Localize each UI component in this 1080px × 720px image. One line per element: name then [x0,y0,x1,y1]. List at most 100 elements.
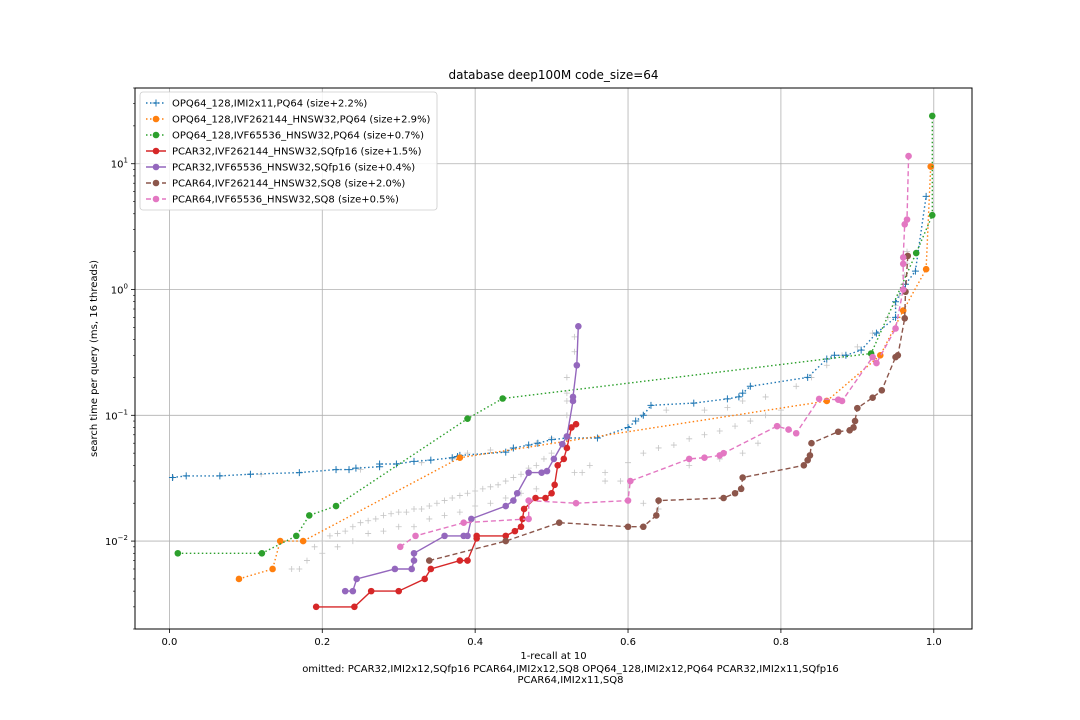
data-point [899,254,907,261]
background-point [395,509,402,516]
background-point [487,446,494,453]
background-point [303,557,310,564]
y-tick-label: 100 [111,283,128,297]
background-point [464,450,471,457]
legend-box [139,91,438,211]
background-point [762,393,769,400]
background-point [418,505,425,512]
data-point [737,485,745,493]
data-point [392,460,400,468]
background-point [732,423,739,430]
data-point [560,455,568,463]
data-point [468,515,475,523]
data-point [425,557,433,564]
data-point [525,515,532,523]
background-point [724,404,731,411]
data-point [593,434,601,442]
data-point [785,426,792,433]
legend-entry-6: PCAR64,IVF262144_HNSW32,SQ8 (size+2.0%) [146,179,405,190]
background-point [441,497,448,504]
data-point [720,449,727,457]
data-point [792,429,800,437]
data-point [563,444,571,452]
data-point [460,519,467,527]
series-line [172,196,927,479]
legend-label: PCAR64,IVF65536_HNSW32,SQ8 (size+0.5%) [172,195,399,206]
legend-marker [152,99,160,107]
data-point [624,497,632,504]
background-point [403,509,410,516]
data-point [410,549,418,557]
background-point [464,490,471,497]
data-point [701,454,708,462]
background-point [739,450,746,457]
data-point [376,460,384,468]
data-point [575,322,582,330]
data-point [292,532,300,540]
background-point [510,474,517,481]
data-point [511,527,519,535]
background-point [319,550,326,557]
data-point [632,417,640,425]
background-point [747,418,754,425]
background-point [311,543,318,550]
data-point [857,346,865,354]
data-point [276,537,284,545]
background-point [334,543,341,550]
legend-entry-1: OPQ64_128,IMI2x11,PQ64 (size+2.2%) [146,99,367,110]
background-point [854,343,861,350]
data-point [899,260,907,268]
background-point [411,505,417,512]
background-point [602,478,609,485]
background-point [349,523,356,530]
data-point [647,401,655,409]
data-point [513,489,521,497]
data-point [815,395,823,403]
legend-label: PCAR32,IVF262144_HNSW32,SQfp16 (size+1.5… [172,147,422,158]
data-point [345,466,353,474]
data-point [352,464,360,472]
data-point [922,192,930,200]
data-point [903,216,911,223]
series-6 [425,252,912,564]
data-point [800,462,808,469]
legend-entry-5: PCAR32,IVF65536_HNSW32,SQfp16 (size+0.4%… [146,163,415,174]
data-point [412,532,419,540]
data-point [464,415,471,422]
series-5 [341,322,582,595]
data-point [912,249,920,257]
background-point [372,515,379,522]
legend-entry-4: PCAR32,IVF262144_HNSW32,SQfp16 (size+1.5… [146,147,422,158]
data-point [427,456,435,464]
data-point [542,494,549,502]
data-point [391,565,399,573]
y-tick-label: 10−1 [105,408,128,422]
data-point [653,512,660,519]
background-point [762,412,769,419]
data-point [332,502,340,510]
axes: 0.0 0.2 0.4 0.6 0.8 1.0 10−2 10−1 100 101 [105,87,942,648]
data-point [258,549,266,557]
data-point [624,523,632,531]
data-point [367,587,375,595]
data-point [464,557,471,564]
background-point [288,565,295,572]
data-point [892,325,899,332]
data-point [448,454,456,462]
data-point [534,439,542,447]
data-point [473,532,480,540]
data-point [731,489,739,497]
background-point [571,469,578,476]
data-point [639,411,647,419]
background-point [701,431,708,438]
data-point [899,286,907,293]
background-point [296,565,303,572]
background-point [617,478,624,485]
data-point [427,565,435,573]
data-point [235,575,243,583]
background-point [449,495,456,502]
background-point [793,383,800,390]
background-point [349,538,356,545]
data-point [353,575,360,583]
